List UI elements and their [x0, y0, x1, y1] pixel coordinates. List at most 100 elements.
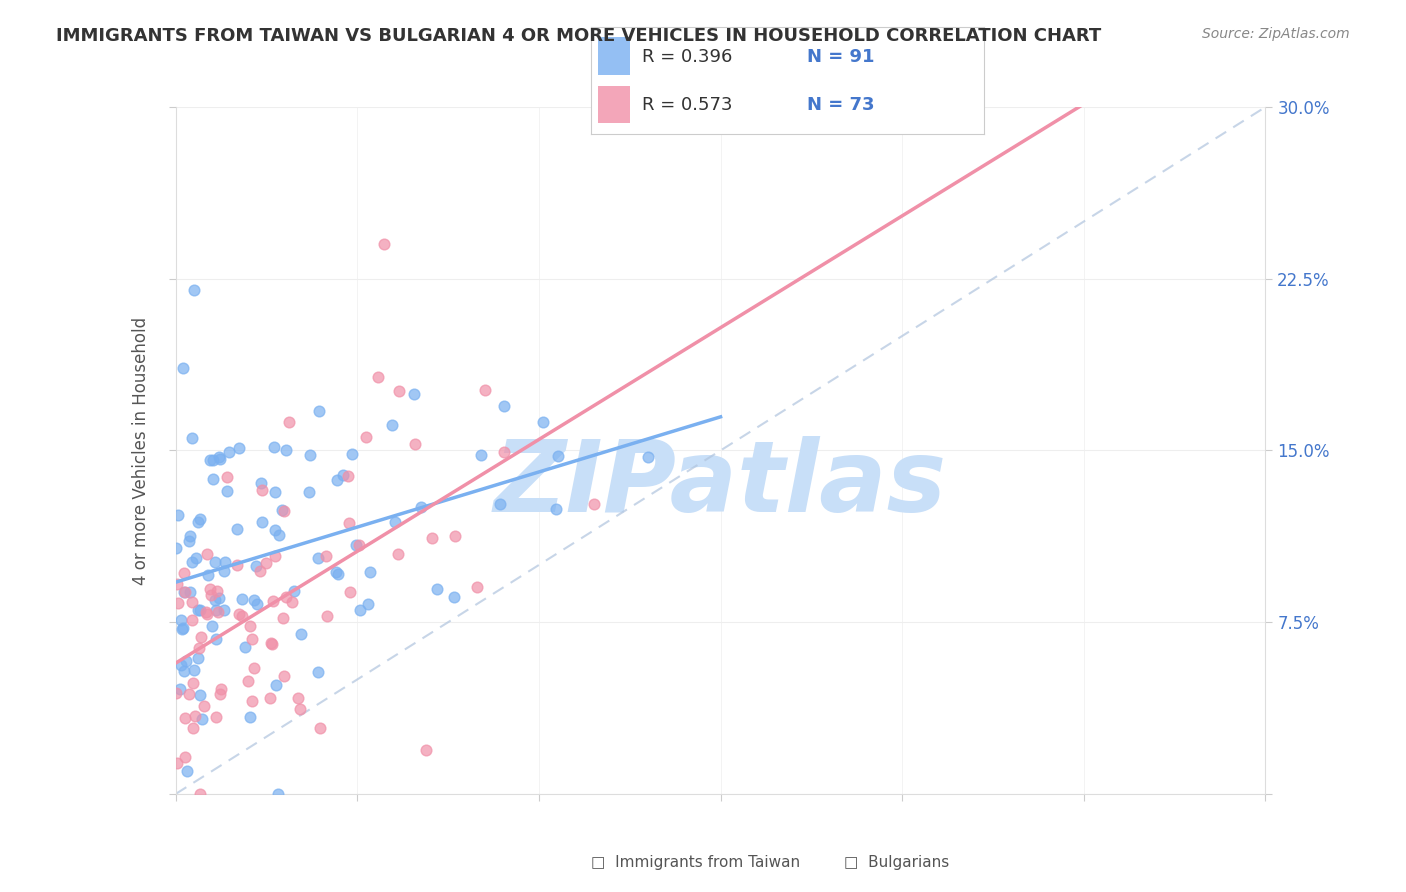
Point [328, 567, 350, 582]
Point [181, 555, 204, 569]
Point [202, 472, 225, 486]
Point [492, 399, 515, 413]
Point [212, 603, 235, 617]
Point [488, 497, 510, 511]
Point [207, 591, 229, 606]
Point [187, 515, 209, 529]
Point [170, 613, 193, 627]
Point [188, 787, 211, 801]
Point [180, 595, 202, 609]
Point [197, 567, 219, 582]
Point [404, 437, 426, 451]
Point [188, 688, 211, 702]
Point [492, 445, 515, 459]
Point [287, 690, 309, 705]
Point [183, 664, 205, 678]
Point [209, 681, 232, 696]
Point [266, 787, 288, 801]
Point [239, 710, 262, 724]
Point [246, 597, 269, 611]
Point [231, 591, 253, 606]
Point [215, 483, 238, 498]
Point [183, 676, 205, 690]
Point [415, 743, 437, 757]
Point [188, 511, 211, 525]
Point [359, 566, 381, 580]
Point [180, 614, 202, 628]
Point [307, 551, 329, 566]
Point [357, 597, 380, 611]
Text: N = 91: N = 91 [807, 48, 875, 66]
Point [202, 453, 225, 467]
Point [205, 632, 228, 647]
Point [165, 686, 187, 700]
Text: R = 0.573: R = 0.573 [641, 96, 733, 114]
Bar [599, 37, 630, 75]
Point [474, 384, 496, 398]
Point [179, 534, 201, 549]
Point [208, 452, 231, 467]
Point [465, 581, 488, 595]
Point [174, 584, 197, 599]
Point [190, 630, 212, 644]
Point [184, 709, 207, 723]
Point [173, 584, 195, 599]
Point [174, 750, 197, 764]
Point [254, 556, 277, 570]
Point [249, 565, 271, 579]
Point [190, 712, 212, 726]
Point [197, 547, 219, 561]
Point [283, 584, 305, 599]
Point [200, 582, 222, 596]
Point [426, 582, 449, 596]
Point [215, 470, 238, 484]
Point [337, 516, 360, 531]
Point [315, 549, 337, 564]
Point [226, 558, 249, 573]
Point [235, 640, 257, 655]
Point [243, 661, 266, 675]
Point [252, 483, 274, 498]
Point [325, 565, 347, 579]
Point [174, 654, 197, 668]
Bar [599, 86, 630, 123]
Point [188, 602, 211, 616]
Text: R = 0.396: R = 0.396 [641, 48, 733, 66]
Point [208, 687, 231, 701]
Point [381, 417, 404, 432]
Point [200, 588, 222, 602]
Point [308, 721, 330, 735]
Point [250, 515, 273, 529]
Point [205, 710, 228, 724]
Point [276, 443, 298, 458]
Point [411, 500, 433, 515]
Point [267, 528, 290, 542]
Text: IMMIGRANTS FROM TAIWAN VS BULGARIAN 4 OR MORE VEHICLES IN HOUSEHOLD CORRELATION : IMMIGRANTS FROM TAIWAN VS BULGARIAN 4 OR… [56, 27, 1101, 45]
Point [218, 444, 240, 458]
Point [262, 594, 284, 608]
Point [169, 682, 191, 697]
Point [172, 361, 194, 376]
Point [308, 404, 330, 418]
Point [264, 678, 287, 692]
Point [349, 603, 371, 617]
Point [193, 699, 215, 714]
Point [444, 529, 467, 543]
Point [181, 721, 204, 735]
Point [207, 605, 229, 619]
Point [342, 447, 364, 461]
Point [183, 283, 205, 297]
Point [167, 596, 190, 610]
Point [236, 673, 259, 688]
Point [326, 473, 349, 487]
Point [531, 416, 554, 430]
Point [201, 619, 224, 633]
Point [344, 538, 367, 552]
Text: Source: ZipAtlas.com: Source: ZipAtlas.com [1202, 27, 1350, 41]
Text: N = 73: N = 73 [807, 96, 875, 114]
Point [184, 550, 207, 565]
Point [187, 603, 209, 617]
Point [402, 387, 425, 401]
Point [264, 484, 287, 499]
Point [167, 508, 190, 522]
